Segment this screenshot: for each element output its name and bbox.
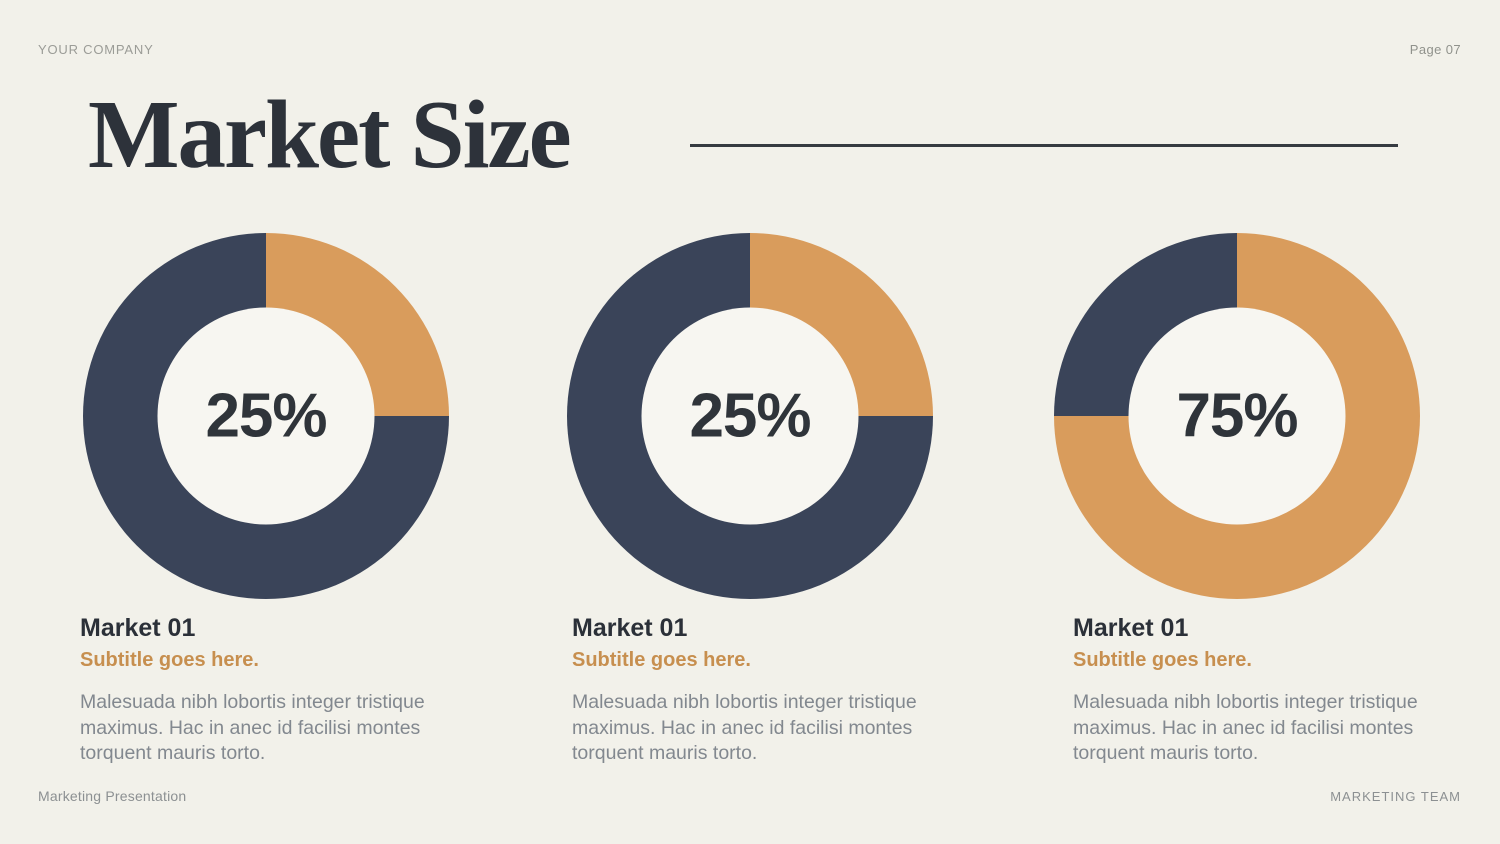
donut-chart-2-value: 25% bbox=[689, 381, 811, 451]
donut-chart-1: 25% bbox=[83, 233, 449, 599]
footer-presentation-name: Marketing Presentation bbox=[38, 788, 187, 804]
title-divider-line bbox=[690, 144, 1398, 147]
donut-chart-2: 25% bbox=[567, 233, 933, 599]
page-title: Market Size bbox=[88, 81, 572, 188]
donut-chart-3-hole: 75% bbox=[1128, 307, 1346, 525]
market-card-1-title: Market 01 bbox=[80, 614, 196, 642]
market-card-3-subtitle: Subtitle goes here. bbox=[1073, 649, 1252, 671]
market-card-2-subtitle: Subtitle goes here. bbox=[572, 649, 751, 671]
donut-chart-3: 75% bbox=[1054, 233, 1420, 599]
market-card-3-description: Malesuada nibh lobortis integer tristiqu… bbox=[1073, 691, 1418, 764]
footer-team-name: MARKETING TEAM bbox=[1330, 789, 1461, 804]
market-card-1-description: Malesuada nibh lobortis integer tristiqu… bbox=[80, 691, 425, 764]
market-card-3-title: Market 01 bbox=[1073, 614, 1189, 642]
market-card-2-description: Malesuada nibh lobortis integer tristiqu… bbox=[572, 691, 917, 764]
donut-chart-1-value: 25% bbox=[205, 381, 327, 451]
market-card-2: Market 01 Subtitle goes here. Malesuada … bbox=[572, 613, 934, 767]
market-card-1: Market 01 Subtitle goes here. Malesuada … bbox=[80, 613, 442, 767]
donut-chart-3-value: 75% bbox=[1176, 381, 1298, 451]
page-number: Page 07 bbox=[1409, 42, 1461, 57]
donut-chart-1-hole: 25% bbox=[157, 307, 375, 525]
market-card-3: Market 01 Subtitle goes here. Malesuada … bbox=[1073, 613, 1435, 767]
donut-chart-2-hole: 25% bbox=[641, 307, 859, 525]
market-card-1-subtitle: Subtitle goes here. bbox=[80, 649, 259, 671]
market-card-2-title: Market 01 bbox=[572, 614, 688, 642]
company-name: YOUR COMPANY bbox=[38, 42, 154, 57]
